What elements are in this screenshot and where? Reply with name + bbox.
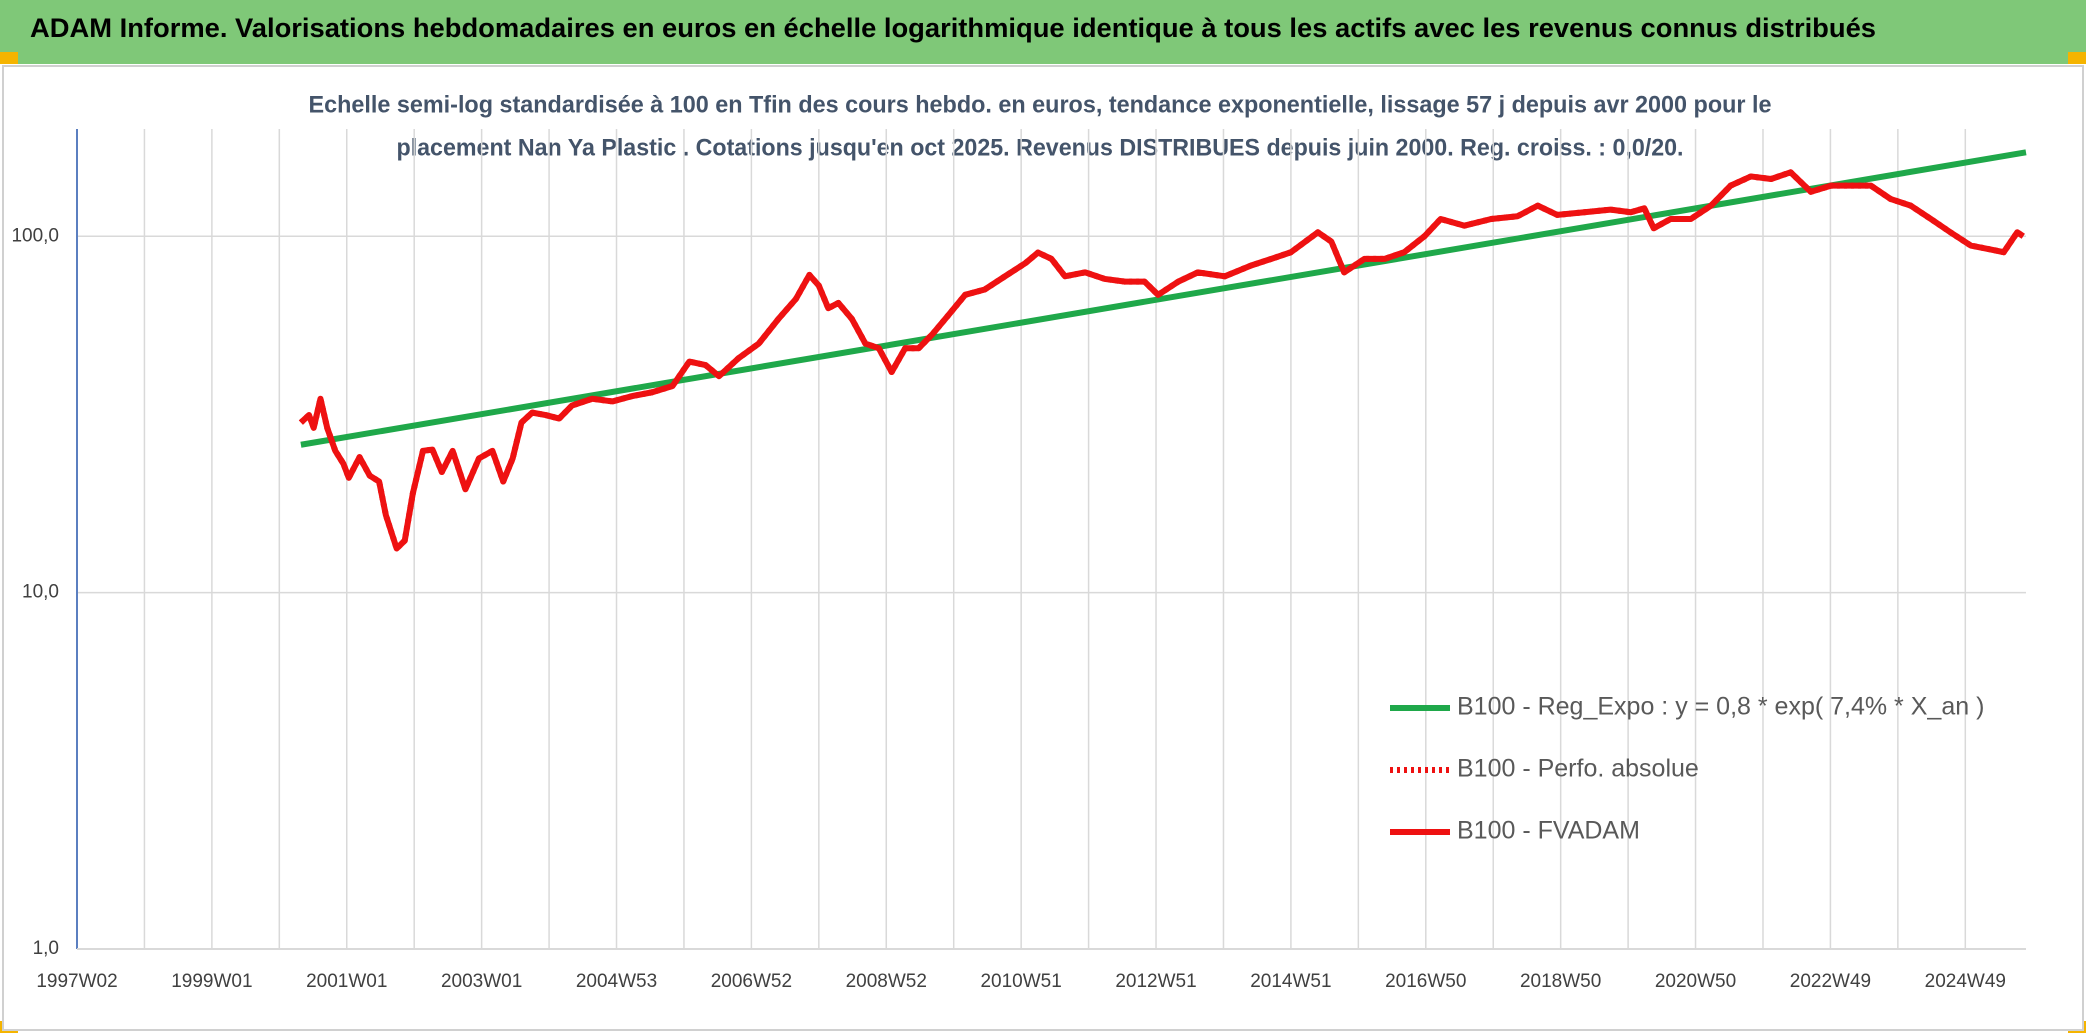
chart-frame bbox=[2, 65, 2084, 1031]
x-tick-label: 2024W49 bbox=[1925, 971, 2006, 992]
x-tick-label: 1999W01 bbox=[171, 971, 252, 992]
x-tick-label: 2004W53 bbox=[576, 971, 657, 992]
y-tick-label: 10,0 bbox=[22, 582, 59, 603]
corner bbox=[0, 52, 18, 64]
x-tick-label: 2018W50 bbox=[1520, 971, 1601, 992]
y-tick-label: 100,0 bbox=[11, 225, 59, 246]
y-tick-label: 1,0 bbox=[33, 938, 59, 959]
x-tick-label: 2003W01 bbox=[441, 971, 522, 992]
x-tick-label: 2001W01 bbox=[306, 971, 387, 992]
x-tick-label: 1997W02 bbox=[36, 971, 117, 992]
x-tick-label: 2012W51 bbox=[1115, 971, 1196, 992]
x-tick-label: 2008W52 bbox=[846, 971, 927, 992]
chart-title: Echelle semi-log standardisée à 100 en T… bbox=[309, 91, 1772, 118]
x-tick-label: 2014W51 bbox=[1250, 971, 1331, 992]
banner-title: ADAM Informe. Valorisations hebdomadaire… bbox=[30, 13, 1876, 43]
legend-label: B100 - FVADAM bbox=[1457, 817, 1640, 845]
x-tick-label: 2010W51 bbox=[980, 971, 1061, 992]
corner bbox=[2068, 52, 2086, 64]
x-tick-label: 2016W50 bbox=[1385, 971, 1466, 992]
series-line bbox=[300, 149, 2027, 448]
chart-title: placement Nan Ya Plastic . Cotations jus… bbox=[397, 134, 1684, 161]
legend-label: B100 - Perfo. absolue bbox=[1457, 755, 1699, 783]
banner bbox=[0, 0, 2086, 64]
x-tick-label: 2022W49 bbox=[1790, 971, 1871, 992]
series-line bbox=[298, 169, 2025, 552]
legend-label: B100 - Reg_Expo : y = 0,8 * exp( 7,4% * … bbox=[1457, 693, 1984, 721]
x-tick-label: 2020W50 bbox=[1655, 971, 1736, 992]
x-tick-label: 2006W52 bbox=[711, 971, 792, 992]
